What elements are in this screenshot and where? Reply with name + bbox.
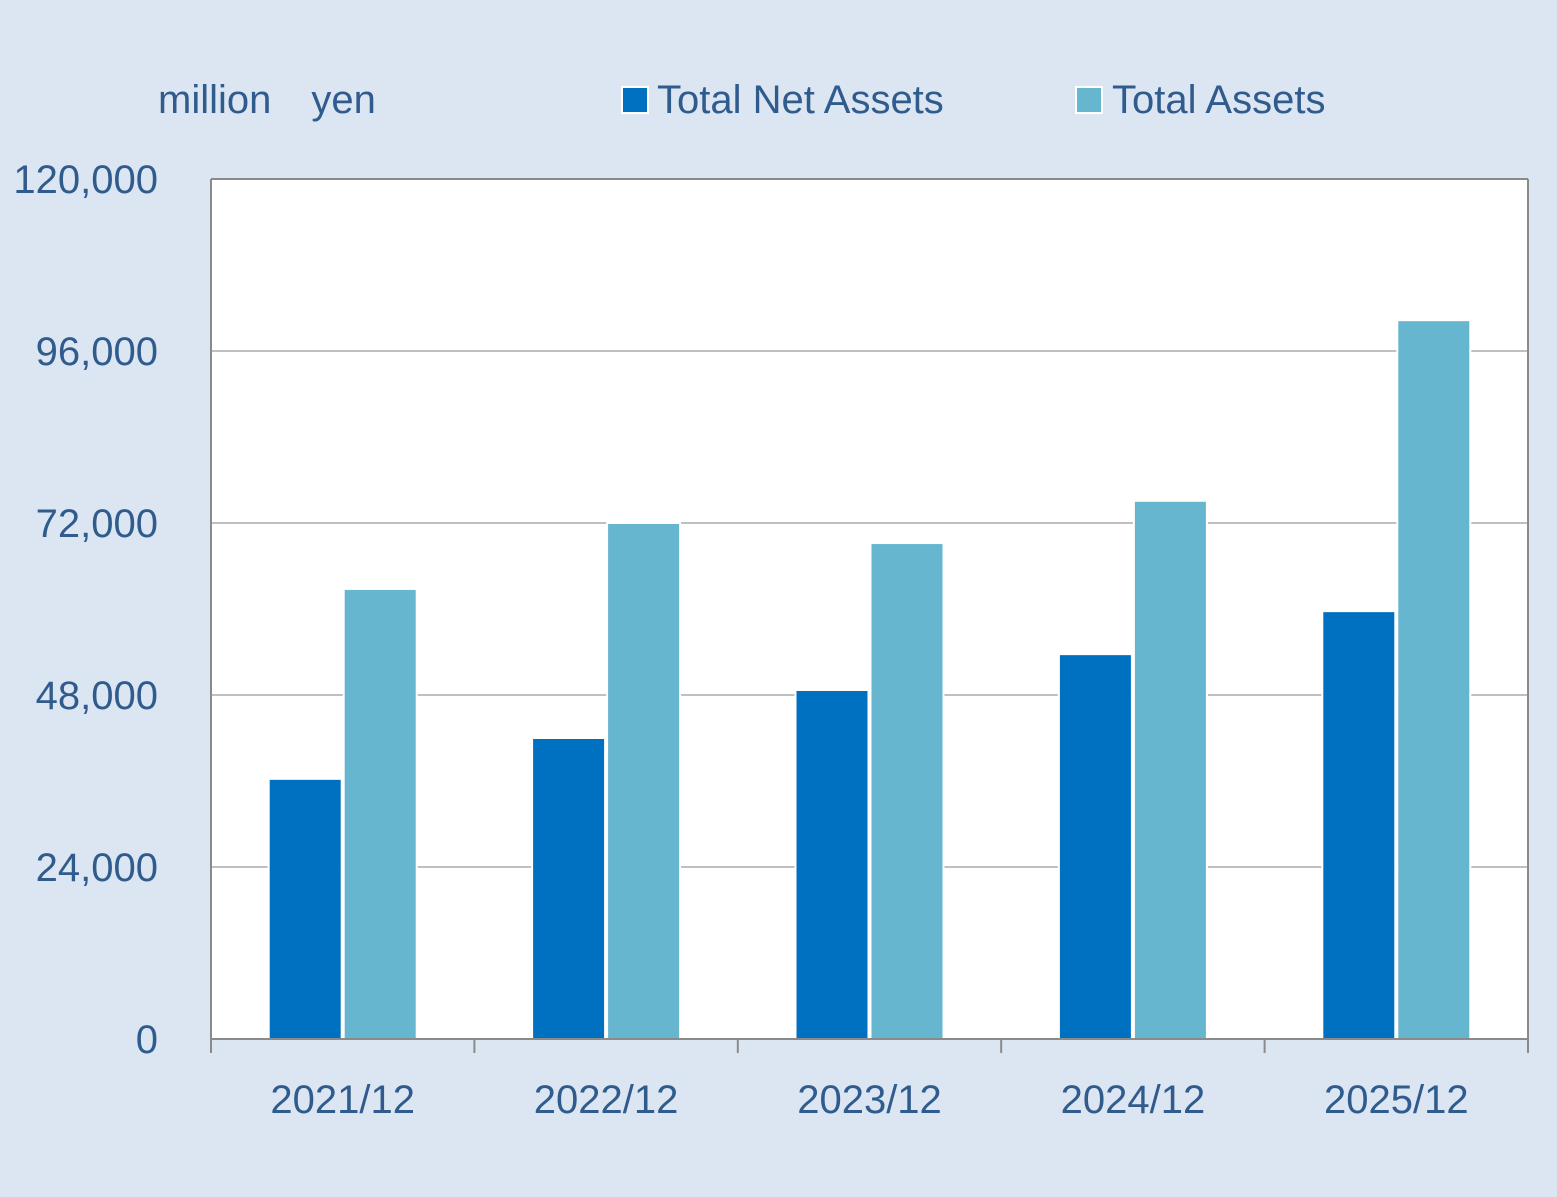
bar-total-assets	[342, 587, 418, 1041]
y-tick-labels: 0 24,000 48,000 72,000 96,000 120,000	[13, 158, 158, 1062]
unit-label: million yen	[158, 78, 376, 122]
legend-label-net-assets: Total Net Assets	[657, 78, 944, 122]
x-tick-label: 2023/12	[797, 1078, 942, 1122]
axis-ticks	[210, 1039, 1529, 1053]
y-tick-label: 0	[136, 1018, 158, 1062]
bar-total-assets	[606, 522, 682, 1040]
x-tick-label: 2024/12	[1061, 1078, 1206, 1122]
x-tick-label: 2025/12	[1324, 1078, 1469, 1122]
bar-total-net-assets	[1057, 653, 1133, 1041]
bar-total-net-assets	[1321, 610, 1397, 1041]
x-tick-labels: 2021/12 2022/12 2023/12 2024/12 2025/12	[270, 1078, 1468, 1122]
y-tick-label: 96,000	[36, 330, 158, 374]
bars	[267, 319, 1472, 1041]
x-tick-label: 2021/12	[270, 1078, 415, 1122]
bar-total-net-assets	[794, 688, 870, 1040]
x-tick-label: 2022/12	[534, 1078, 679, 1122]
legend-swatch-total-assets	[1075, 86, 1103, 114]
y-tick-label: 48,000	[36, 674, 158, 718]
y-tick-label: 120,000	[13, 158, 158, 202]
bar-total-assets	[869, 542, 945, 1040]
bar-total-net-assets	[267, 777, 343, 1040]
legend: Total Net Assets Total Assets	[621, 78, 1325, 122]
bar-total-assets	[1396, 319, 1472, 1040]
bar-total-net-assets	[531, 737, 607, 1040]
y-tick-label: 24,000	[36, 846, 158, 890]
legend-swatch-net-assets	[621, 86, 649, 114]
legend-label-total-assets: Total Assets	[1112, 78, 1325, 122]
bar-total-assets	[1132, 499, 1208, 1040]
y-tick-label: 72,000	[36, 502, 158, 546]
